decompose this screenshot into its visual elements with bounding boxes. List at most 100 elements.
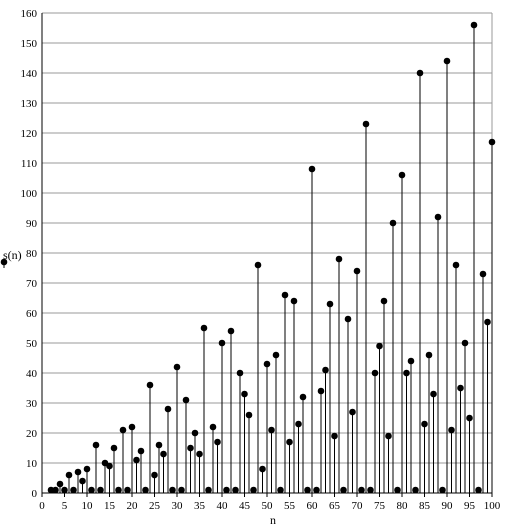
data-point xyxy=(65,471,73,479)
data-point xyxy=(439,486,446,494)
data-point xyxy=(223,486,230,494)
data-point xyxy=(83,465,91,473)
stems xyxy=(59,25,493,493)
data-point xyxy=(335,255,343,263)
data-point xyxy=(322,366,329,374)
data-point xyxy=(389,219,397,227)
data-point xyxy=(200,324,208,332)
data-point xyxy=(259,465,266,473)
data-point xyxy=(133,456,140,464)
data-point xyxy=(362,120,370,128)
data-point xyxy=(182,396,190,404)
x-tick-label: 0 xyxy=(39,500,45,512)
data-point xyxy=(326,300,334,308)
data-point xyxy=(272,351,280,359)
data-point xyxy=(371,369,379,377)
data-point xyxy=(268,426,275,434)
y-tick-label: 30 xyxy=(26,398,38,410)
data-point xyxy=(484,318,491,326)
data-point xyxy=(124,486,131,494)
y-axis-label-marker xyxy=(0,258,8,268)
data-point xyxy=(443,57,451,65)
data-point xyxy=(142,486,149,494)
data-point xyxy=(106,462,113,470)
data-point xyxy=(457,384,464,392)
y-tick-label: 140 xyxy=(21,68,38,80)
x-tick-label: 65 xyxy=(329,500,341,512)
data-point xyxy=(434,213,442,221)
data-point xyxy=(187,444,194,452)
data-point xyxy=(263,360,271,368)
data-point xyxy=(290,297,298,305)
data-point xyxy=(403,369,410,377)
data-point xyxy=(70,486,77,494)
data-point xyxy=(79,477,86,485)
data-point xyxy=(250,486,257,494)
data-point xyxy=(344,315,352,323)
data-point xyxy=(178,486,185,494)
data-point xyxy=(214,438,221,446)
x-axis-label: n xyxy=(270,513,276,527)
data-points xyxy=(47,21,496,494)
data-point xyxy=(353,267,361,275)
data-point xyxy=(461,339,469,347)
x-tick-label: 95 xyxy=(464,500,476,512)
x-tick-label: 55 xyxy=(284,500,296,512)
y-tick-label: 80 xyxy=(26,248,38,260)
data-point xyxy=(475,486,482,494)
x-tick-label: 70 xyxy=(352,500,364,512)
data-point xyxy=(218,339,226,347)
data-point xyxy=(209,423,217,431)
y-tick-label: 130 xyxy=(21,98,38,110)
data-point xyxy=(155,441,163,449)
y-tick-label: 160 xyxy=(21,8,38,20)
data-point xyxy=(380,297,388,305)
data-point xyxy=(97,486,104,494)
data-point xyxy=(286,438,293,446)
y-tick-label: 40 xyxy=(26,368,38,380)
data-point xyxy=(407,357,415,365)
x-tick-label: 90 xyxy=(442,500,454,512)
y-tick-label: 20 xyxy=(26,428,38,440)
data-point xyxy=(466,414,473,422)
data-point xyxy=(412,486,419,494)
x-tick-label: 50 xyxy=(262,500,274,512)
x-tick-label: 40 xyxy=(217,500,229,512)
data-point xyxy=(173,363,181,371)
data-point xyxy=(137,447,145,455)
x-tick-label: 100 xyxy=(484,500,501,512)
data-point xyxy=(340,486,347,494)
y-tick-label: 60 xyxy=(26,308,38,320)
data-point xyxy=(160,450,167,458)
data-point xyxy=(488,138,496,146)
data-point xyxy=(277,486,284,494)
y-tick-label: 150 xyxy=(21,38,38,50)
x-tick-label: 20 xyxy=(127,500,139,512)
data-point xyxy=(448,426,455,434)
data-point xyxy=(146,381,154,389)
x-tick-label: 45 xyxy=(239,500,251,512)
data-point xyxy=(232,486,239,494)
x-tick-label: 15 xyxy=(104,500,116,512)
y-tick-label: 110 xyxy=(21,158,38,170)
data-point xyxy=(191,429,199,437)
data-point xyxy=(110,444,118,452)
data-point xyxy=(376,342,383,350)
data-point xyxy=(304,486,311,494)
x-tick-label: 10 xyxy=(82,500,94,512)
x-tick-label: 30 xyxy=(172,500,184,512)
data-point xyxy=(128,423,136,431)
data-point xyxy=(317,387,325,395)
data-point xyxy=(385,432,392,440)
data-point xyxy=(299,393,307,401)
y-tick-label: 10 xyxy=(26,458,38,470)
data-point xyxy=(281,291,289,299)
x-tick-label: 85 xyxy=(419,500,431,512)
x-tick-label: 5 xyxy=(62,500,68,512)
tick-labels: 0102030405060708090100110120130140150160… xyxy=(21,8,501,512)
y-tick-label: 100 xyxy=(21,188,38,200)
y-tick-label: 70 xyxy=(26,278,38,290)
data-point xyxy=(398,171,406,179)
data-point xyxy=(196,450,203,458)
data-point xyxy=(349,408,356,416)
